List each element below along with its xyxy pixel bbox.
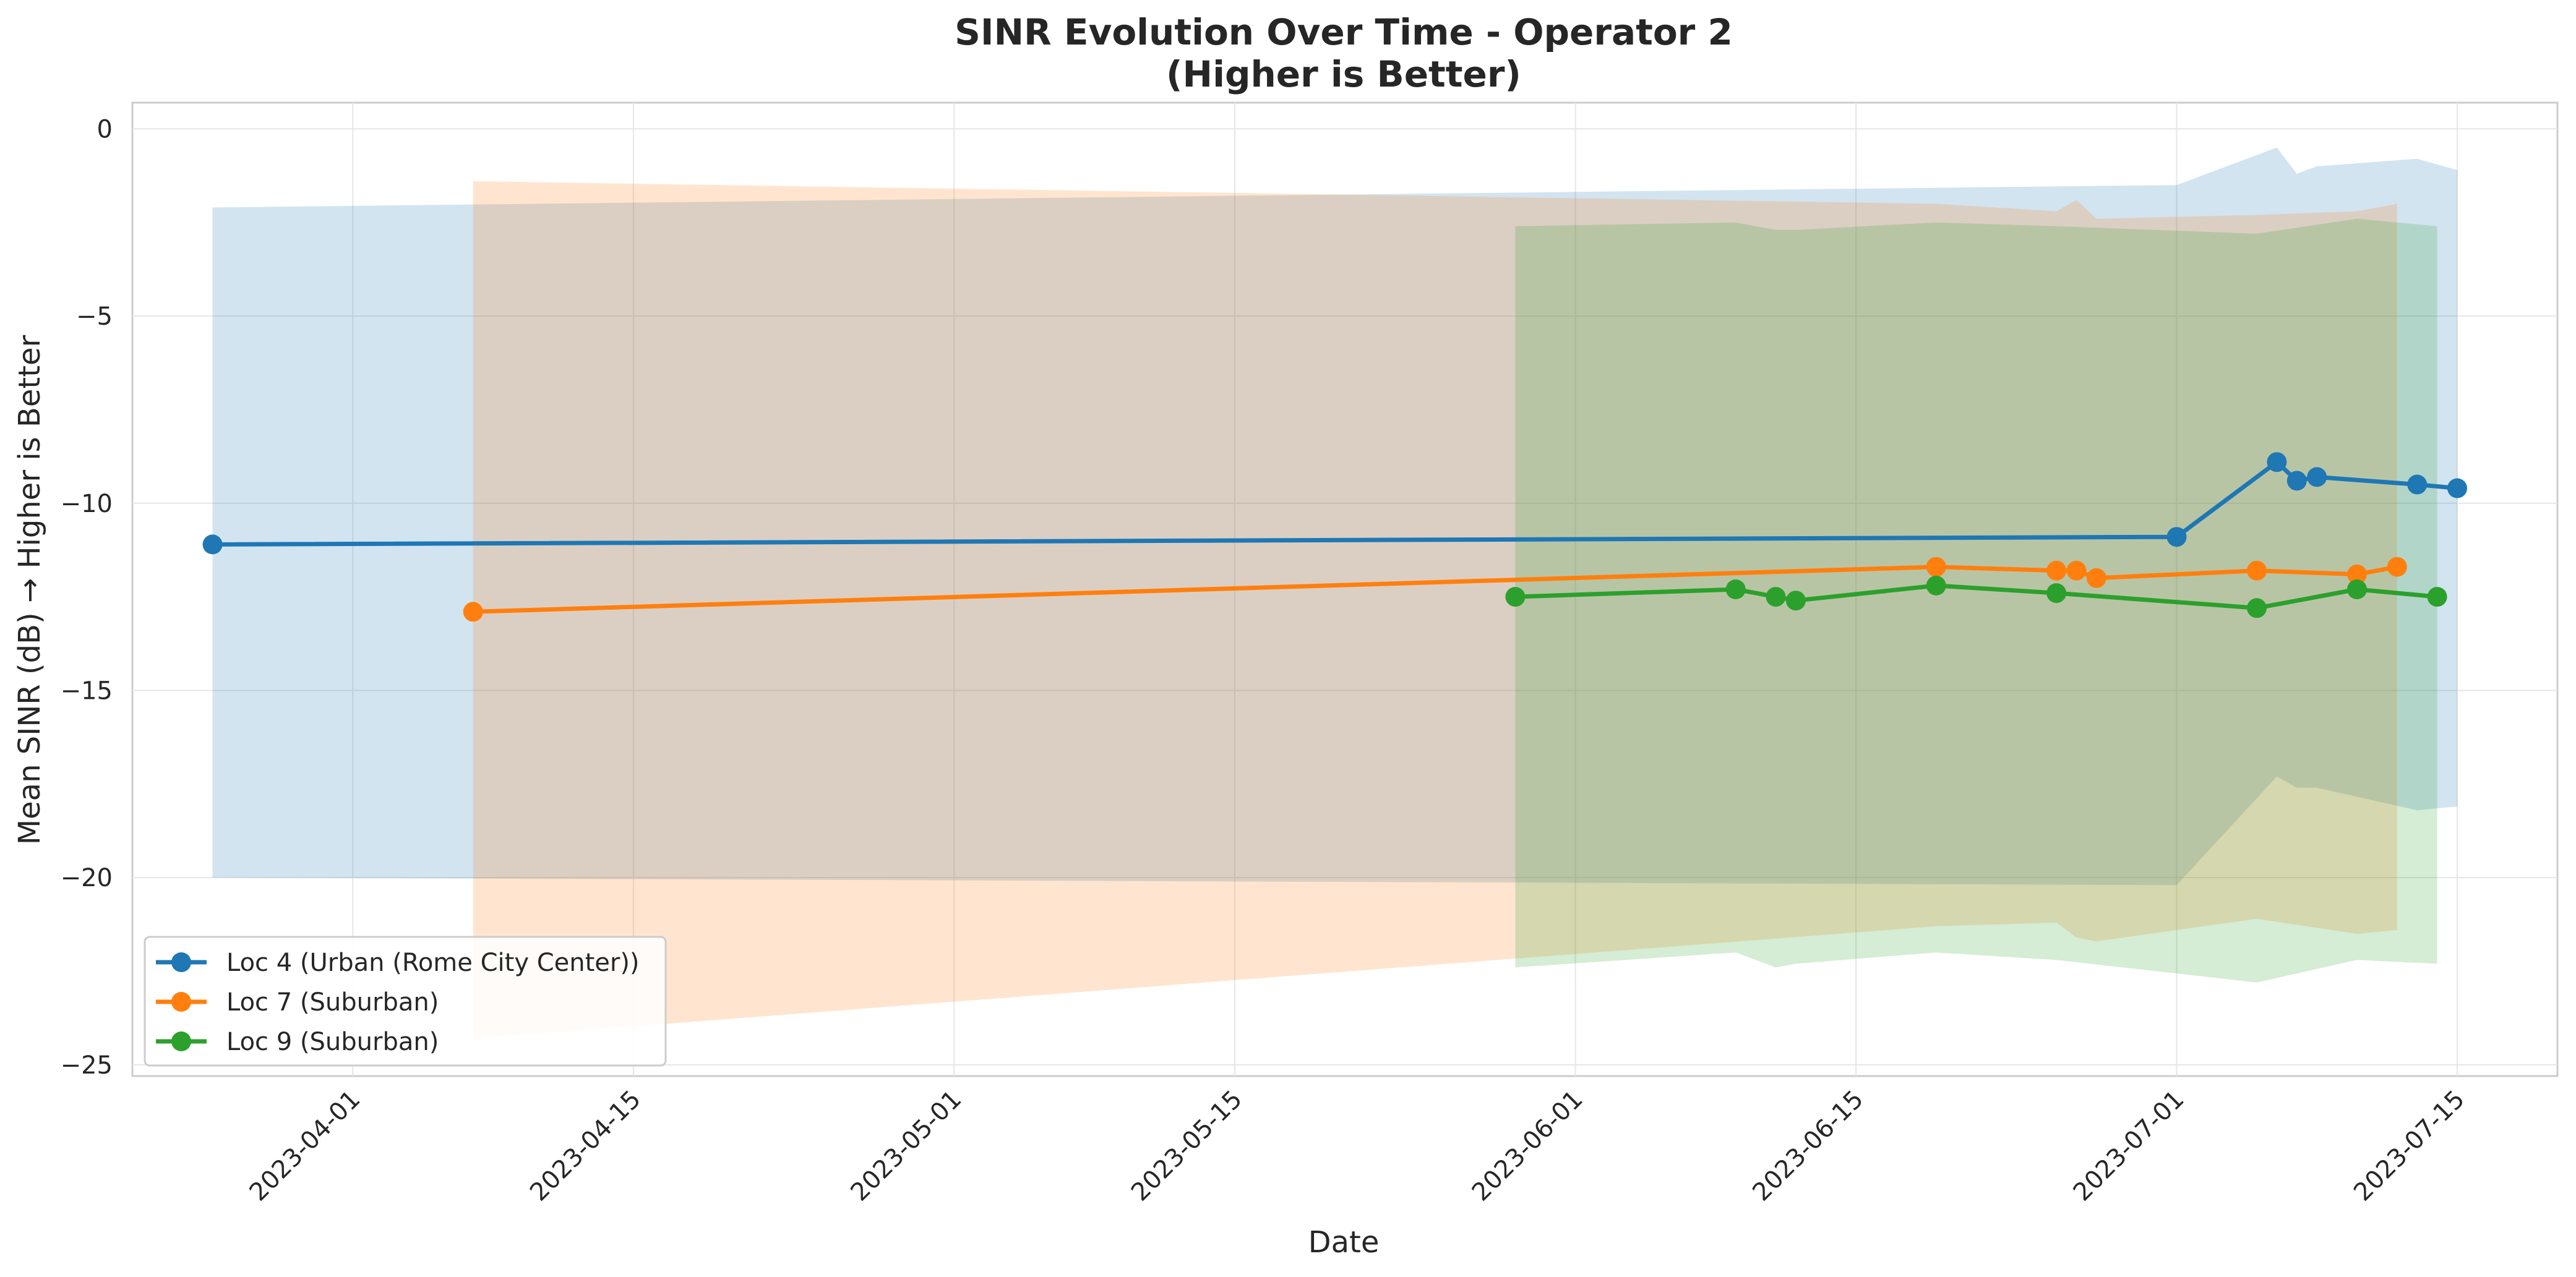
- y-axis-ticks: 0 −5 −10 −15 −20 −25: [61, 115, 113, 1079]
- data-point: [1766, 587, 1786, 607]
- data-point: [2066, 560, 2087, 581]
- data-point: [2086, 568, 2106, 588]
- legend: Loc 4 (Urban (Rome City Center)) Loc 7 (S…: [144, 936, 667, 1067]
- data-point: [2267, 452, 2287, 472]
- legend-box: [144, 936, 667, 1067]
- range-band-series-3: [1515, 218, 2437, 983]
- data-point: [2247, 560, 2267, 581]
- data-point: [2447, 478, 2467, 498]
- series-line-2: [471, 565, 2400, 614]
- y-axis-label: Mean SINR (dB) → Higher is Better: [12, 335, 47, 845]
- legend-marker-3: [171, 1031, 191, 1051]
- y-tick-label: −5: [76, 302, 113, 331]
- y-tick-label: 0: [97, 115, 113, 143]
- legend-label-2: Loc 7 (Suburban): [226, 988, 439, 1017]
- data-point: [2046, 583, 2067, 604]
- range-band-series-2: [473, 181, 2397, 1039]
- data-point: [202, 534, 223, 555]
- chart-title: SINR Evolution Over Time - Operator 2 (H…: [955, 11, 1733, 95]
- y-tick-label: −25: [61, 1051, 113, 1080]
- data-point: [1785, 591, 1806, 611]
- x-tick-label: 2023-06-15: [1747, 1085, 1869, 1207]
- x-tick-label: 2023-07-01: [2068, 1085, 2190, 1207]
- legend-label-1: Loc 4 (Urban (Rome City Center)): [226, 949, 640, 977]
- data-point: [2427, 587, 2447, 607]
- data-point: [2046, 560, 2067, 581]
- data-point: [1725, 579, 1746, 599]
- data-point: [2407, 474, 2428, 495]
- series-markers: [202, 452, 2467, 622]
- x-axis-label: Date: [1308, 1225, 1380, 1260]
- data-point: [2387, 557, 2407, 577]
- x-tick-label: 2023-04-15: [525, 1085, 646, 1207]
- y-tick-label: −10: [61, 490, 113, 518]
- data-point: [463, 602, 483, 622]
- x-axis-ticks: 2023-04-01 2023-04-15 2023-05-01 2023-05-15…: [244, 1085, 2471, 1207]
- y-tick-label: −20: [61, 864, 113, 892]
- legend-marker-2: [171, 992, 191, 1012]
- y-tick-label: −15: [61, 677, 113, 705]
- range-bands: [212, 147, 2457, 1039]
- legend-label-3: Loc 9 (Suburban): [226, 1028, 439, 1056]
- chart-title-line-2: (Higher is Better): [1166, 53, 1521, 95]
- data-point: [2347, 579, 2367, 599]
- data-point: [2247, 598, 2267, 618]
- x-tick-label: 2023-05-01: [845, 1085, 967, 1207]
- x-tick-label: 2023-06-01: [1467, 1085, 1589, 1207]
- chart-title-line-1: SINR Evolution Over Time - Operator 2: [955, 11, 1733, 53]
- data-point: [1505, 587, 1526, 607]
- data-point: [2347, 564, 2367, 584]
- data-point: [1926, 557, 1946, 577]
- data-point: [2286, 471, 2307, 491]
- data-point: [1926, 575, 1946, 596]
- x-tick-label: 2023-04-01: [244, 1085, 366, 1207]
- x-tick-label: 2023-05-15: [1126, 1085, 1248, 1207]
- data-point: [2166, 527, 2187, 547]
- data-point: [2307, 467, 2327, 487]
- legend-marker-1: [171, 952, 191, 972]
- range-band-series-1: [212, 147, 2457, 886]
- plot-area: [131, 101, 2559, 1077]
- x-tick-label: 2023-07-15: [2348, 1085, 2470, 1207]
